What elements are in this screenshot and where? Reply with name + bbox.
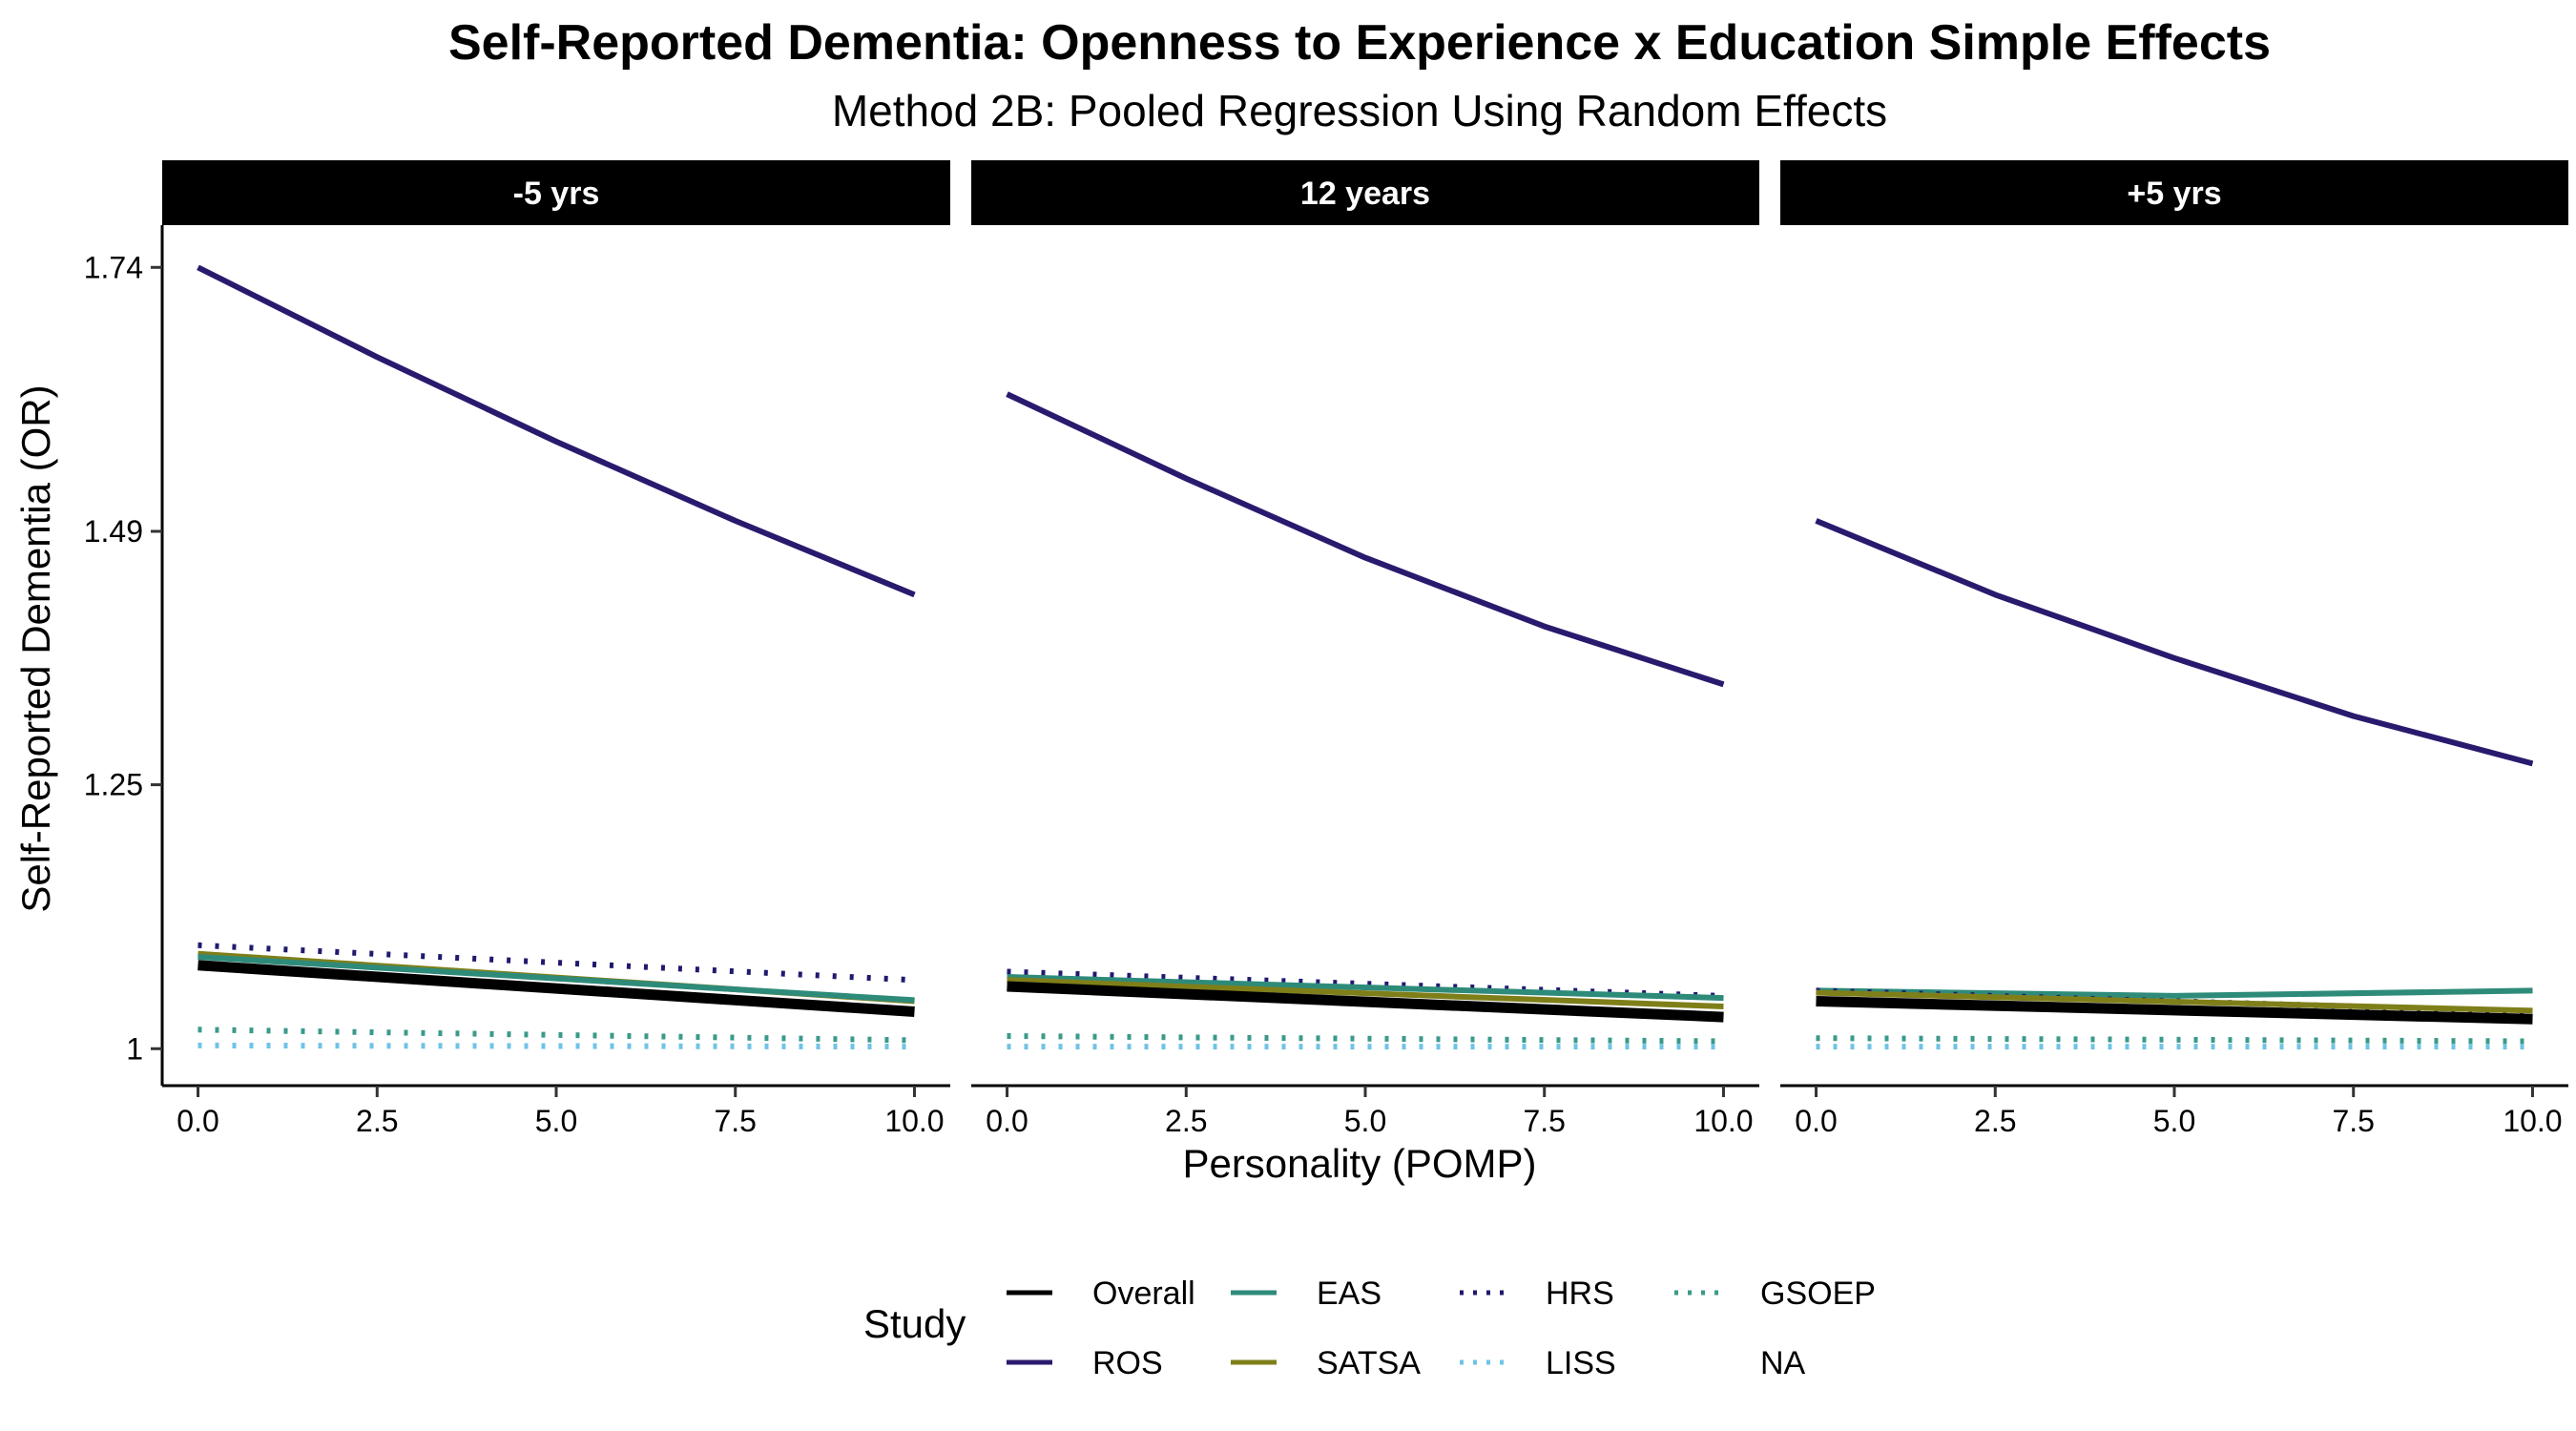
x-tick-label: 5.0 [535,1104,577,1138]
x-tick-label: 5.0 [2153,1104,2195,1138]
facet-strip [162,160,950,225]
series-line-gsoep [197,1027,915,1044]
facet-strip-label: 12 years [1300,176,1430,212]
series-line-liss [197,1042,915,1050]
series-line-ros [1815,518,2534,767]
series-line-eas [197,954,915,1004]
series-line-overall [197,960,915,1017]
series-line-satsa [1816,989,2533,1014]
x-axis-title: Personality (POMP) [1182,1141,1536,1186]
y-tick-label: 1.49 [84,514,143,549]
legend-label-gsoep: GSOEP [1760,1275,1876,1312]
legend-item-eas: EAS [1231,1275,1381,1312]
legend-item-satsa: SATSA [1231,1345,1421,1381]
x-tick-label: 7.5 [2332,1104,2374,1138]
legend-item-overall: Overall [1007,1275,1195,1312]
legend-item-na: NA [1760,1345,1806,1381]
legend-label-eas: EAS [1317,1275,1381,1312]
facet-strip [971,160,1759,225]
y-tick-label: 1 [126,1031,143,1066]
x-tick-label: 2.5 [1165,1104,1207,1138]
facet-strip-label: +5 yrs [2127,176,2221,212]
facet-strip [1780,160,2568,225]
series-line-ros [1006,391,1725,688]
legend: Study Overall ROS EAS SATSA HRS LISS GSOEP NA [863,1275,1876,1381]
legend-label-satsa: SATSA [1317,1345,1421,1381]
legend-item-liss: LISS [1460,1345,1616,1381]
legend-label-hrs: HRS [1546,1275,1614,1312]
x-tick-label: 2.5 [1974,1104,2016,1138]
x-tick-label: 7.5 [1523,1104,1565,1138]
legend-item-hrs: HRS [1460,1275,1614,1312]
facet-strip-label: -5 yrs [513,176,600,212]
x-tick-label: 10.0 [1693,1104,1753,1138]
legend-title: Study [863,1301,966,1346]
legend-label-ros: ROS [1092,1345,1163,1381]
y-tick-label: 1.74 [84,250,143,284]
panel-12-years: 12 years 0.0 2.5 5.0 7.5 10.0 [971,160,1759,1138]
panel-5-yrs: +5 yrs 0.0 2.5 5.0 7.5 10.0 [1780,160,2568,1138]
x-tick-label: 0.0 [177,1104,218,1138]
panel-5-yrs: -5 yrs 1 1.25 1.49 1.74 0.0 2.5 5.0 7.5 10.0 [84,160,950,1138]
x-tick-label: 0.0 [986,1104,1028,1138]
x-tick-label: 7.5 [714,1104,756,1138]
series-line-ros [197,264,916,598]
legend-label-overall: Overall [1092,1275,1195,1312]
series-line-eas [1007,974,1724,1002]
legend-item-gsoep: GSOEP [1674,1275,1876,1312]
legend-label-na: NA [1760,1345,1806,1381]
series-line-overall [1007,981,1724,1023]
x-tick-label: 10.0 [884,1104,944,1138]
y-tick-label: 1.25 [84,768,143,802]
x-tick-label: 10.0 [2503,1104,2562,1138]
legend-item-ros: ROS [1007,1345,1163,1381]
x-tick-label: 0.0 [1795,1104,1837,1138]
series-line-eas [1816,987,2533,999]
x-tick-label: 5.0 [1344,1104,1386,1138]
legend-label-liss: LISS [1546,1345,1616,1381]
series-line-overall [1816,996,2533,1025]
y-axis-title: Self-Reported Dementia (OR) [13,384,58,912]
series-line-gsoep [1816,1035,2533,1045]
chart-title: Self-Reported Dementia: Openness to Expe… [448,15,2271,71]
series-line-satsa [1007,977,1724,1009]
chart-subtitle: Method 2B: Pooled Regression Using Rando… [832,86,1887,135]
series-line-gsoep [1007,1033,1724,1045]
x-tick-label: 2.5 [356,1104,398,1138]
